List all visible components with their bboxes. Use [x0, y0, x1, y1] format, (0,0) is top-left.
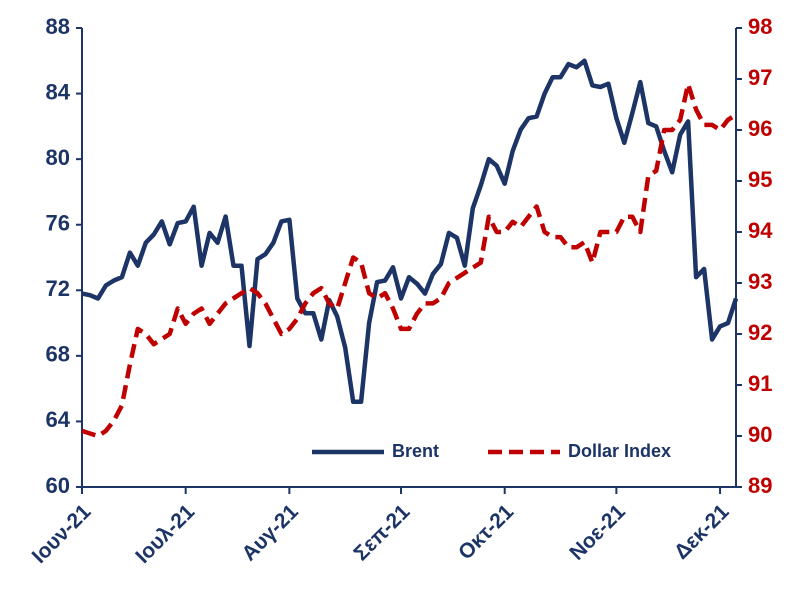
y2-tick-label: 98 [748, 14, 772, 39]
x-tick-label: Οκτ-21 [454, 500, 518, 564]
y2-tick-label: 91 [748, 371, 772, 396]
y2-tick-label: 96 [748, 116, 772, 141]
y-tick-label: 88 [46, 14, 70, 39]
y-tick-label: 84 [46, 79, 71, 104]
y2-tick-label: 89 [748, 473, 772, 498]
y2-tick-label: 93 [748, 269, 772, 294]
y2-tick-label: 95 [748, 167, 772, 192]
y2-tick-label: 90 [748, 422, 772, 447]
legend-label: Dollar Index [568, 441, 671, 461]
y2-tick-label: 94 [748, 218, 773, 243]
y-tick-label: 76 [46, 211, 70, 236]
legend-label: Brent [392, 441, 439, 461]
y-tick-label: 68 [46, 342, 70, 367]
series-line [81, 58, 739, 405]
y2-tick-label: 97 [748, 65, 772, 90]
y2-tick-label: 92 [748, 320, 772, 345]
series-line [81, 81, 738, 439]
y-tick-label: 64 [46, 407, 71, 432]
x-tick-label: Αυγ-21 [237, 500, 303, 566]
y-tick-label: 80 [46, 145, 70, 170]
x-tick-label: Ιουλ-21 [131, 500, 199, 568]
x-tick-label: Σεπ-21 [349, 500, 414, 565]
x-tick-label: Ιουν-21 [28, 500, 96, 568]
y-tick-label: 60 [46, 473, 70, 498]
y-tick-label: 72 [46, 276, 70, 301]
x-tick-label: Δεκ-21 [670, 500, 734, 564]
x-tick-label: Νοε-21 [565, 500, 630, 565]
